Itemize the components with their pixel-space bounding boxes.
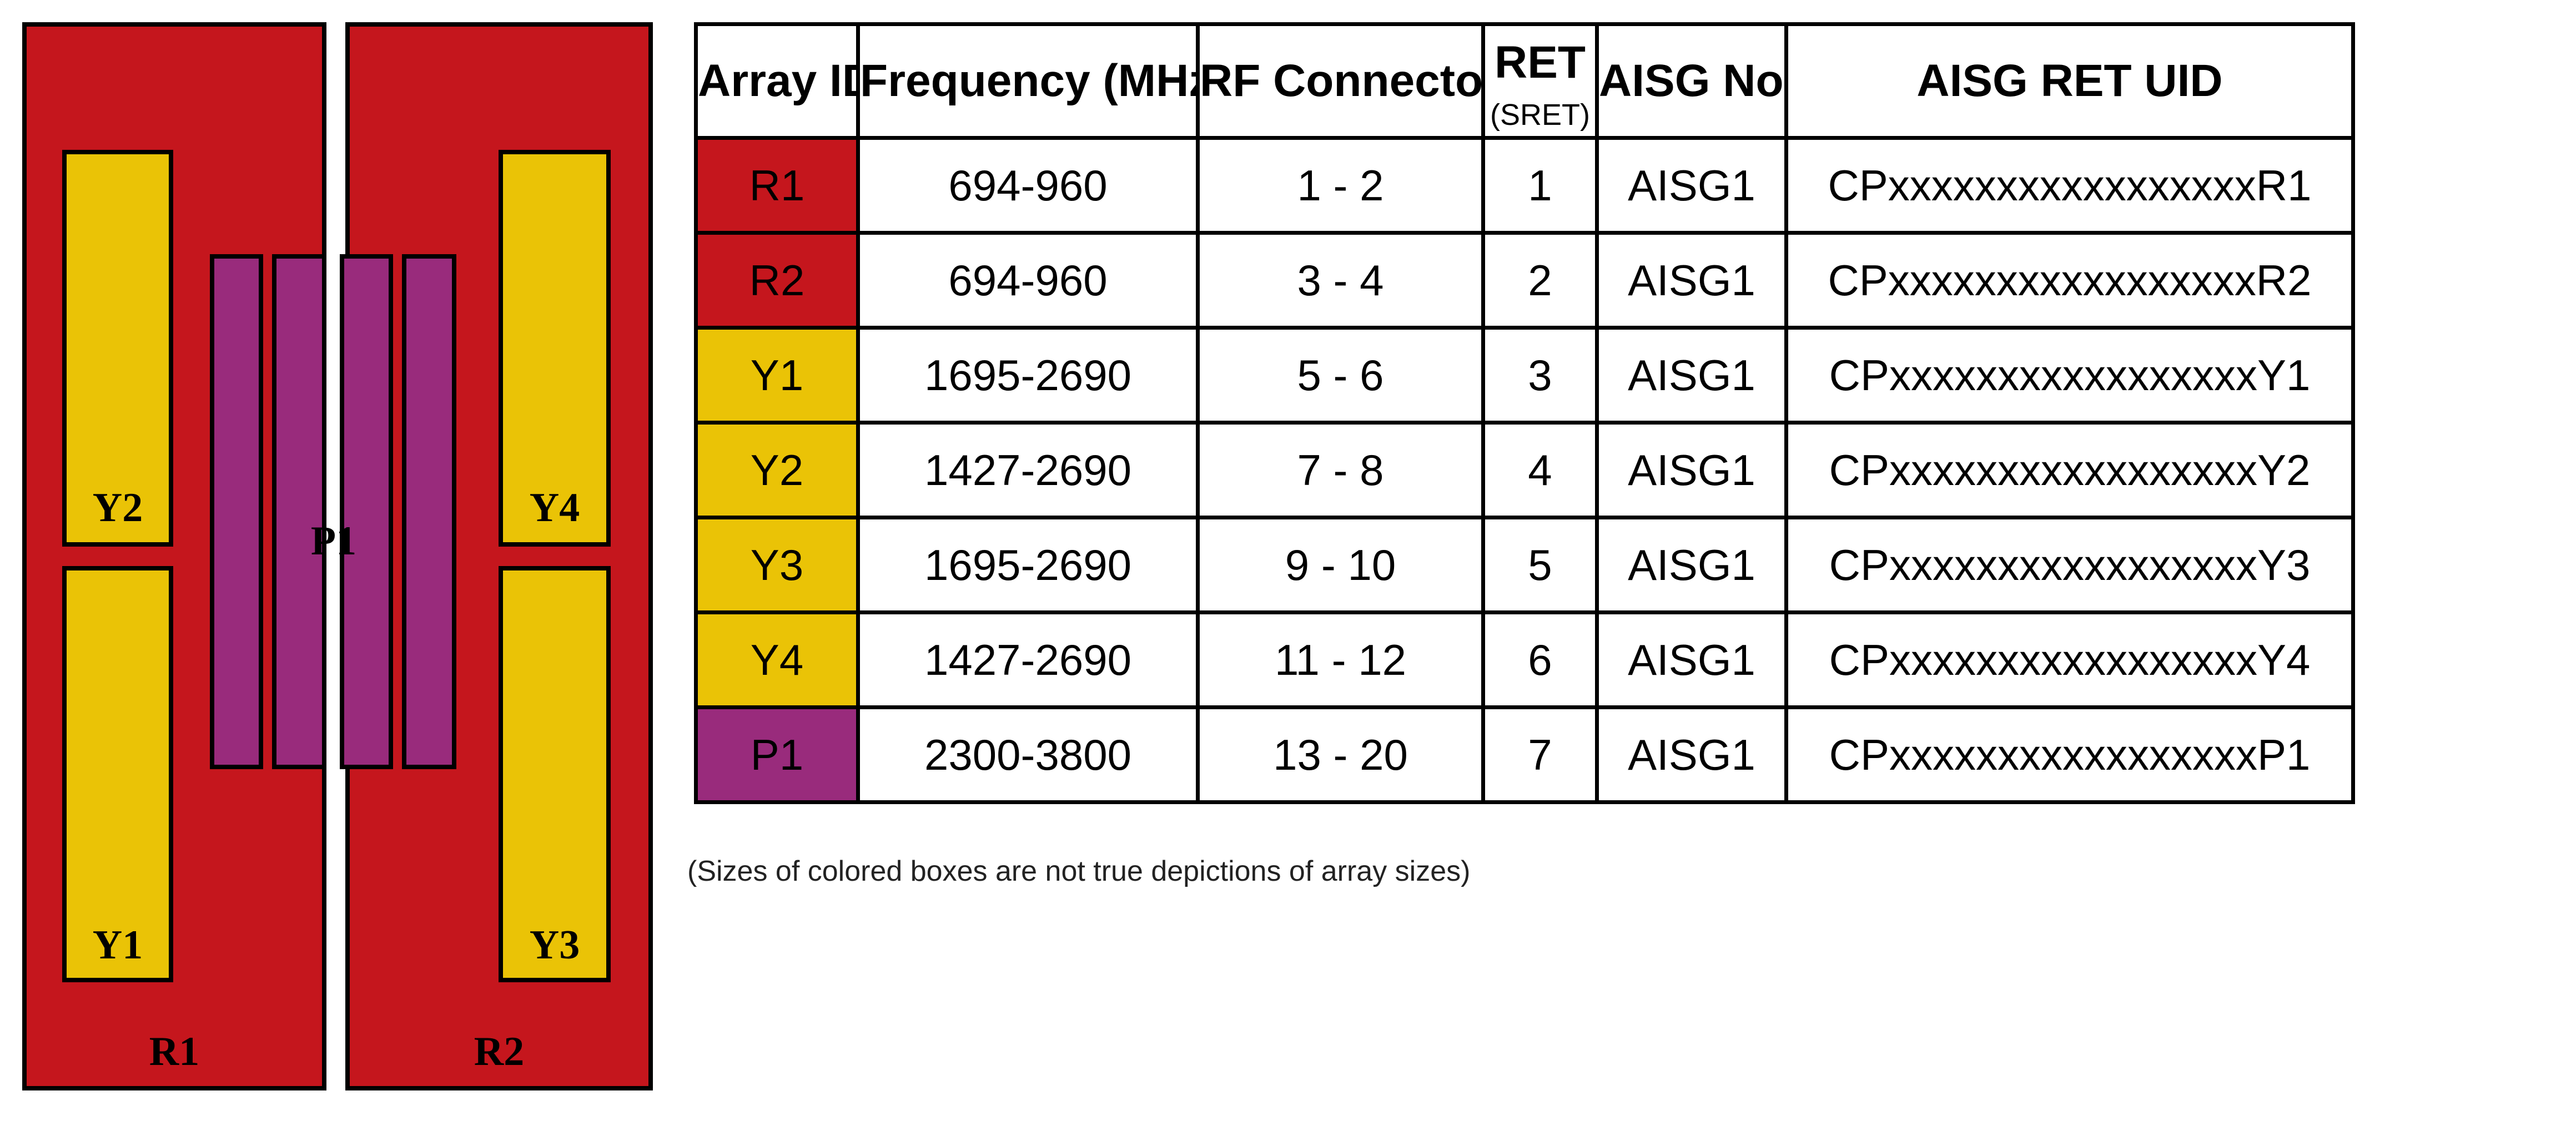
array-strip-p1-2 <box>272 254 326 769</box>
array-strip-p1-3 <box>340 254 393 769</box>
cell-array-id: Y1 <box>694 326 860 425</box>
cell-frequency: 1695-2690 <box>856 326 1200 425</box>
table-header-row: Array ID Frequency (MHz) RF Connector RE… <box>694 22 2355 140</box>
cell-array-id: R2 <box>694 231 860 330</box>
col-header-frequency: Frequency (MHz) <box>856 22 1200 140</box>
col-header-aisg-no: AISG No. <box>1595 22 1788 140</box>
cell-rf-connector: 11 - 12 <box>1196 610 1485 709</box>
col-header-ret: RET (SRET) <box>1481 22 1599 140</box>
label-y3: Y3 <box>529 922 580 968</box>
cell-aisg-no: AISG1 <box>1595 421 1788 519</box>
col-header-rf-connector: RF Connector <box>1196 22 1485 140</box>
array-config-table: Array ID Frequency (MHz) RF Connector RE… <box>694 22 2355 804</box>
cell-aisg-ret-uid: CPxxxxxxxxxxxxxxxxxP1 <box>1784 705 2355 804</box>
cell-ret: 7 <box>1481 705 1599 804</box>
array-strip-p1-1 <box>210 254 263 769</box>
cell-aisg-ret-uid: CPxxxxxxxxxxxxxxxxxY3 <box>1784 516 2355 614</box>
label-y2: Y2 <box>92 485 143 531</box>
cell-array-id: R1 <box>694 136 860 235</box>
cell-aisg-no: AISG1 <box>1595 516 1788 614</box>
cell-aisg-no: AISG1 <box>1595 136 1788 235</box>
cell-rf-connector: 9 - 10 <box>1196 516 1485 614</box>
label-r2: R2 <box>474 1029 525 1074</box>
table-row: P1 2300-3800 13 - 20 7 AISG1 CPxxxxxxxxx… <box>694 705 2355 804</box>
cell-ret: 1 <box>1481 136 1599 235</box>
cell-aisg-ret-uid: CPxxxxxxxxxxxxxxxxxY1 <box>1784 326 2355 425</box>
cell-frequency: 1427-2690 <box>856 610 1200 709</box>
cell-frequency: 1695-2690 <box>856 516 1200 614</box>
table-row: R2 694-960 3 - 4 2 AISG1 CPxxxxxxxxxxxxx… <box>694 231 2355 330</box>
cell-rf-connector: 5 - 6 <box>1196 326 1485 425</box>
cell-frequency: 694-960 <box>856 231 1200 330</box>
cell-frequency: 1427-2690 <box>856 421 1200 519</box>
cell-aisg-ret-uid: CPxxxxxxxxxxxxxxxxxY4 <box>1784 610 2355 709</box>
array-box-y4 <box>499 150 611 547</box>
array-strip-p1-4 <box>402 254 456 769</box>
array-box-y2 <box>62 150 173 547</box>
cell-array-id: Y4 <box>694 610 860 709</box>
cell-ret: 4 <box>1481 421 1599 519</box>
cell-frequency: 694-960 <box>856 136 1200 235</box>
cell-ret: 6 <box>1481 610 1599 709</box>
cell-aisg-no: AISG1 <box>1595 326 1788 425</box>
cell-aisg-ret-uid: CPxxxxxxxxxxxxxxxxxY2 <box>1784 421 2355 519</box>
cell-aisg-ret-uid: CPxxxxxxxxxxxxxxxxxR1 <box>1784 136 2355 235</box>
cell-array-id: Y3 <box>694 516 860 614</box>
cell-ret: 2 <box>1481 231 1599 330</box>
label-p1: P1 <box>310 518 357 564</box>
label-y4: Y4 <box>529 485 580 531</box>
cell-ret: 5 <box>1481 516 1599 614</box>
cell-rf-connector: 7 - 8 <box>1196 421 1485 519</box>
cell-array-id: Y2 <box>694 421 860 519</box>
col-header-ret-main: RET <box>1495 37 1586 88</box>
antenna-array-diagram: Y2 Y4 P1 Y1 Y3 R1 R2 <box>0 0 683 1121</box>
cell-rf-connector: 13 - 20 <box>1196 705 1485 804</box>
table-row: Y1 1695-2690 5 - 6 3 AISG1 CPxxxxxxxxxxx… <box>694 326 2355 425</box>
cell-aisg-no: AISG1 <box>1595 705 1788 804</box>
cell-ret: 3 <box>1481 326 1599 425</box>
table-row: Y3 1695-2690 9 - 10 5 AISG1 CPxxxxxxxxxx… <box>694 516 2355 614</box>
table-row: Y2 1427-2690 7 - 8 4 AISG1 CPxxxxxxxxxxx… <box>694 421 2355 519</box>
cell-rf-connector: 3 - 4 <box>1196 231 1485 330</box>
cell-aisg-no: AISG1 <box>1595 231 1788 330</box>
array-box-y3 <box>499 566 611 982</box>
cell-rf-connector: 1 - 2 <box>1196 136 1485 235</box>
cell-aisg-no: AISG1 <box>1595 610 1788 709</box>
col-header-sret: (SRET) <box>1490 98 1590 132</box>
array-box-y1 <box>62 566 173 982</box>
label-y1: Y1 <box>92 922 143 968</box>
cell-array-id: P1 <box>694 705 860 804</box>
table-row: R1 694-960 1 - 2 1 AISG1 CPxxxxxxxxxxxxx… <box>694 136 2355 235</box>
cell-frequency: 2300-3800 <box>856 705 1200 804</box>
note-text: (Sizes of colored boxes are not true dep… <box>687 855 1471 887</box>
col-header-array-id: Array ID <box>694 22 860 140</box>
table-row: Y4 1427-2690 11 - 12 6 AISG1 CPxxxxxxxxx… <box>694 610 2355 709</box>
col-header-aisg-ret-uid: AISG RET UID <box>1784 22 2355 140</box>
cell-aisg-ret-uid: CPxxxxxxxxxxxxxxxxxR2 <box>1784 231 2355 330</box>
label-r1: R1 <box>149 1029 200 1074</box>
